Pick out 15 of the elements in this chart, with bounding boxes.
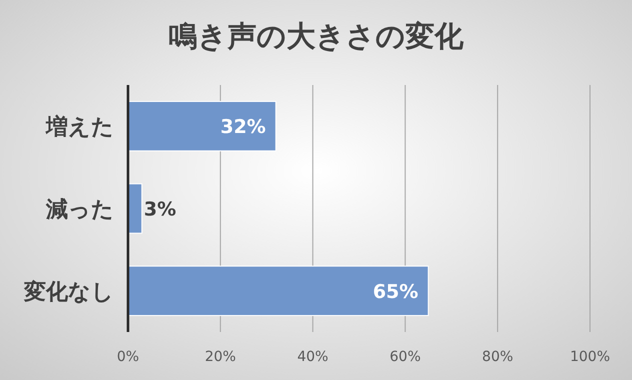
data-label: 32%	[220, 116, 266, 138]
x-tick-label: 80%	[482, 349, 514, 365]
y-tick-label: 増えた	[45, 114, 114, 140]
x-tick-label: 100%	[570, 349, 610, 365]
bar	[128, 266, 429, 316]
chart-title: 鳴き声の大きさの変化	[168, 19, 464, 53]
x-tick-label: 0%	[116, 349, 140, 365]
x-tick-label: 20%	[204, 349, 236, 365]
y-tick-label: 変化なし	[23, 278, 114, 305]
x-tick-label: 60%	[390, 349, 421, 365]
data-label: 65%	[372, 280, 418, 303]
bar	[128, 100, 276, 152]
data-label: 3%	[144, 198, 176, 220]
y-tick-label: 減った	[45, 198, 114, 222]
x-tick-label: 40%	[297, 349, 328, 365]
